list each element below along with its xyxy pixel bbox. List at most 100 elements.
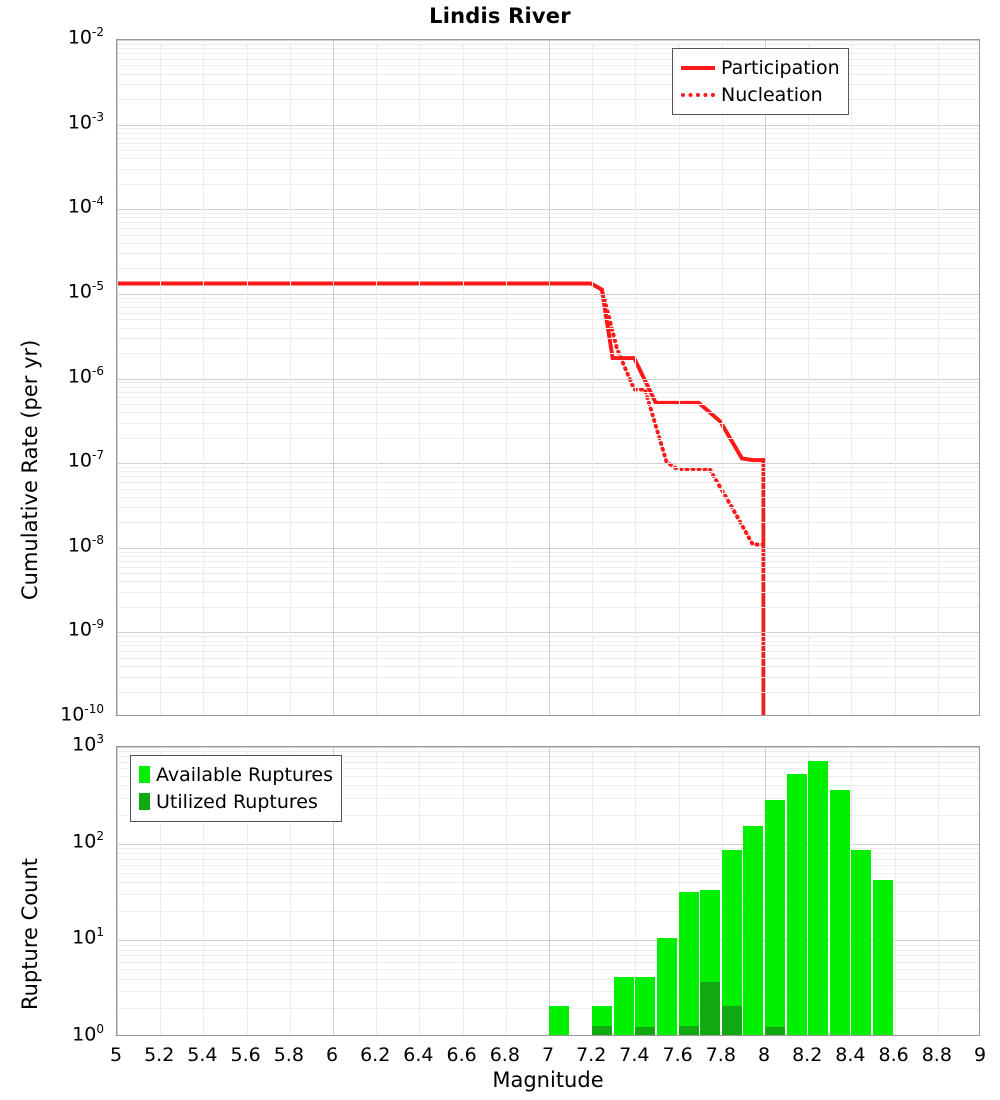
x-tick-label: 8.2 (792, 1044, 823, 1066)
legend-item-label: Nucleation (721, 83, 823, 106)
gridline-minor-h (117, 268, 979, 270)
gridline-minor-h (117, 213, 979, 215)
legend-item-label: Available Ruptures (156, 763, 333, 786)
gridline-v (419, 747, 420, 1035)
gridline-v (635, 40, 636, 715)
gridline-minor-h (117, 645, 979, 647)
curve-nucleation (117, 281, 766, 715)
x-tick-label: 6.4 (403, 1044, 434, 1066)
gridline-minor-h (117, 242, 979, 244)
y-tick-label: 103 (72, 732, 104, 756)
gridline-v (895, 747, 896, 1035)
gridline-v (851, 40, 852, 715)
table-row (700, 889, 721, 1035)
table-row (657, 938, 678, 1035)
gridline-minor-h (117, 99, 979, 101)
gridline-minor-h (117, 158, 979, 160)
legend-item-label: Utilized Ruptures (156, 790, 318, 813)
dotted-line-icon (681, 92, 715, 97)
table-row (721, 850, 742, 1035)
gridline-minor-h (117, 312, 979, 314)
x-tick-label: 7.4 (619, 1044, 650, 1066)
gridline-minor-h (117, 391, 979, 393)
gridline-minor-h (117, 865, 979, 867)
gridline-v (722, 40, 723, 715)
table-row (765, 800, 786, 1035)
x-axis-label: Magnitude (492, 1068, 604, 1092)
gridline-minor-h (117, 751, 979, 753)
utilized-rupture-bar (700, 982, 721, 1035)
gridline-major-h (117, 40, 979, 41)
gridline-minor-h (117, 651, 979, 653)
gridline-minor-h (117, 1007, 979, 1009)
gridline-minor-h (117, 48, 979, 50)
x-tick-label: 6.8 (489, 1044, 520, 1066)
gridline-v (549, 40, 550, 715)
gridline-minor-h (117, 319, 979, 321)
top-plot-area (117, 40, 979, 715)
gridline-minor-h (117, 797, 979, 799)
gridline-minor-h (117, 168, 979, 170)
gridline-minor-h (117, 137, 979, 139)
gridline-major-h (117, 124, 979, 126)
gridline-minor-h (117, 555, 979, 557)
gridline-minor-h (117, 785, 979, 787)
x-tick-label: 8.8 (921, 1044, 952, 1066)
gridline-v (376, 40, 377, 715)
gridline-minor-h (117, 566, 979, 568)
gridline-minor-h (117, 327, 979, 329)
table-row (549, 1005, 570, 1035)
y-tick-label: 10-10 (60, 702, 104, 726)
top-panel-y-axis-label: Cumulative Rate (per yr) (18, 339, 42, 600)
x-tick-label: 8.4 (835, 1044, 866, 1066)
gridline-minor-h (117, 58, 979, 60)
table-row (613, 976, 634, 1035)
gridline-minor-h (117, 338, 979, 340)
gridline-minor-h (117, 507, 979, 509)
gridline-v (938, 40, 939, 715)
utilized-rupture-bar (765, 1027, 786, 1035)
gridline-minor-h (117, 882, 979, 884)
gridline-v (247, 747, 248, 1035)
gridline-v (506, 40, 507, 715)
gridline-minor-h (117, 397, 979, 399)
gridline-minor-h (117, 183, 979, 185)
gridline-minor-h (117, 422, 979, 424)
gridline-minor-h (117, 872, 979, 874)
gridline-v (463, 747, 464, 1035)
gridline-minor-h (117, 581, 979, 583)
gridline-v (203, 747, 204, 1035)
gridline-minor-h (117, 297, 979, 299)
utilized-rupture-bar (635, 1027, 656, 1035)
gridline-minor-h (117, 306, 979, 308)
gridline-minor-h (117, 776, 979, 778)
y-tick-label: 10-5 (67, 278, 104, 303)
table-row (829, 790, 850, 1035)
gridline-v (203, 40, 204, 715)
utilized-rupture-bar (678, 1025, 699, 1035)
x-tick-label: 5.4 (187, 1044, 218, 1066)
gridline-v (290, 747, 291, 1035)
gridline-minor-h (117, 234, 979, 236)
gridline-major-h (117, 843, 979, 845)
gridline-major-h (117, 747, 979, 748)
gridline-minor-h (117, 488, 979, 490)
gridline-minor-h (117, 128, 979, 130)
top-plot-legend: Participation Nucleation (672, 48, 849, 115)
gridline-minor-h (117, 560, 979, 562)
y-tick-label: 10-6 (67, 363, 104, 387)
y-tick-label: 10-2 (67, 25, 104, 49)
gridline-minor-h (117, 591, 979, 593)
gridline-minor-h (117, 143, 979, 145)
x-tick-label: 7.2 (576, 1044, 607, 1066)
x-tick-label: 7.6 (662, 1044, 693, 1066)
table-row (808, 761, 829, 1035)
gridline-minor-h (117, 522, 979, 524)
gridline-v (376, 747, 377, 1035)
gridline-minor-h (117, 73, 979, 75)
mfd-curves (117, 281, 766, 715)
y-tick-label: 10-4 (67, 194, 104, 218)
gridline-v (938, 747, 939, 1035)
gridline-minor-h (117, 848, 979, 850)
